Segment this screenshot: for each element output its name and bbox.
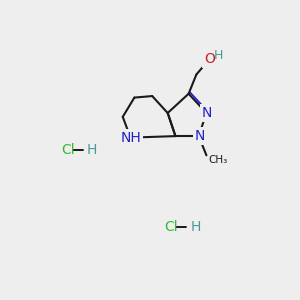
Text: H: H — [214, 49, 224, 62]
Text: NH: NH — [120, 130, 141, 145]
Text: Cl: Cl — [164, 220, 178, 234]
Text: CH₃: CH₃ — [209, 155, 228, 165]
Text: H: H — [190, 220, 201, 234]
Text: O: O — [204, 52, 215, 66]
Text: H: H — [87, 143, 98, 157]
Text: N: N — [202, 106, 212, 120]
Text: N: N — [194, 129, 205, 143]
Text: Cl: Cl — [61, 143, 74, 157]
